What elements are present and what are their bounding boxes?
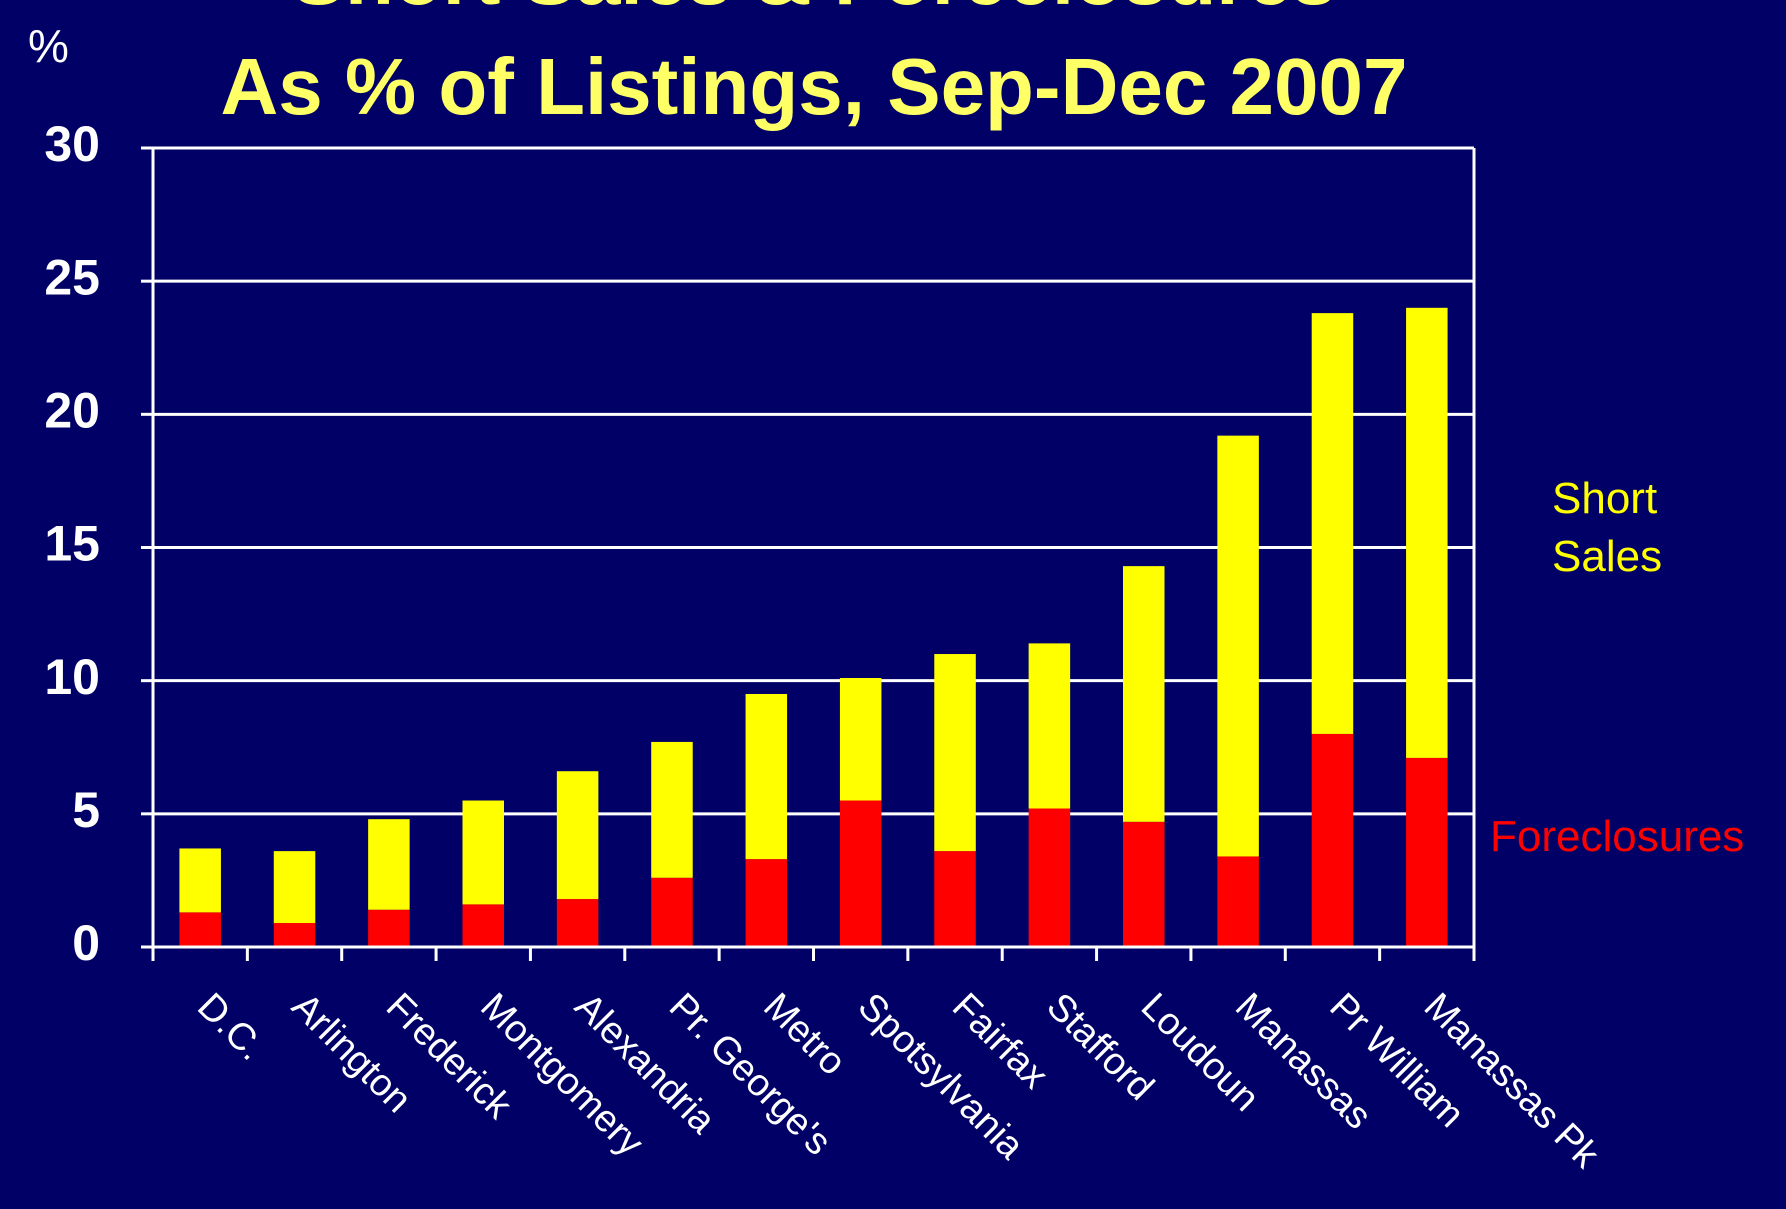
legend-entry: Short Sales <box>1552 474 1663 581</box>
chart-title: Short Sales & Foreclosures <box>292 0 1337 21</box>
bar-segment <box>1122 566 1165 822</box>
y-tick-label: 10 <box>44 649 100 705</box>
y-tick-label: 15 <box>44 516 100 572</box>
bar-segment <box>1311 313 1354 734</box>
bar-segment <box>1217 856 1259 947</box>
bar-segment <box>1028 643 1071 809</box>
bar-segment <box>745 693 788 860</box>
bar-segment <box>745 859 788 947</box>
y-axis-label: % <box>28 20 69 72</box>
bar-segment <box>273 923 316 947</box>
x-tick-label: Spotsylvania <box>850 985 1033 1168</box>
bar-segment <box>462 800 505 905</box>
legend-entry: Foreclosures <box>1490 812 1745 861</box>
bar-segment <box>839 800 882 947</box>
bar-segment <box>1122 821 1165 947</box>
bar-segment <box>1406 307 1448 758</box>
bar-segment <box>273 851 316 924</box>
bar-segment <box>368 909 410 947</box>
bar-segment <box>1406 757 1448 947</box>
bar-segment <box>556 899 599 947</box>
bar-segment <box>179 912 221 947</box>
y-tick-label: 20 <box>44 383 100 439</box>
y-tick-label: 25 <box>44 249 100 305</box>
bar-segment <box>934 851 976 947</box>
chart-title: As % of Listings, Sep-Dec 2007 <box>220 42 1407 131</box>
bar-segment <box>651 741 693 878</box>
bar-segment <box>368 819 410 910</box>
y-tick-label: 5 <box>72 782 100 838</box>
bar-segment <box>934 654 976 852</box>
bar-segment <box>556 771 599 900</box>
bar-segment <box>179 848 221 913</box>
y-tick-label: 0 <box>72 915 100 971</box>
bar-segment <box>462 904 505 947</box>
bar-segment <box>651 877 693 947</box>
bar-segment <box>1311 733 1354 947</box>
x-tick-label: D.C. <box>189 985 272 1068</box>
y-tick-label: 30 <box>44 116 100 172</box>
bar-segment <box>839 678 882 801</box>
bar-segment <box>1217 435 1259 857</box>
bar-segment <box>1028 808 1071 947</box>
